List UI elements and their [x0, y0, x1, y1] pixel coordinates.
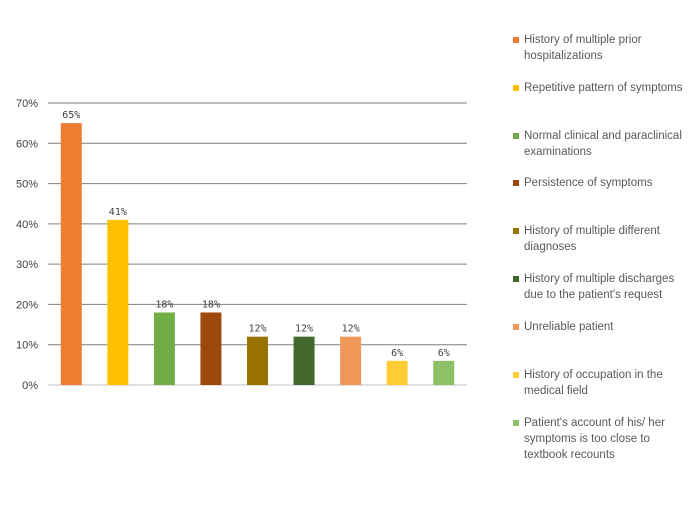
data-label: 6% — [438, 348, 450, 359]
legend-swatch — [513, 276, 519, 282]
legend-label: Normal clinical and paraclinical examina… — [524, 130, 682, 158]
data-labels: 65% 41% 18% 18% 12% 12% 12% 6% 6% — [62, 110, 449, 359]
y-tick-label: 20% — [16, 299, 38, 311]
bar-chart: 0% 10% 20% 30% 40% 50% 60% 70% 65% 41% 18% 18% 12% 1… — [16, 98, 467, 392]
bar — [293, 336, 315, 385]
data-label: 12% — [342, 324, 360, 335]
y-tick-label: 50% — [16, 179, 38, 191]
legend-label: History of occupation in the medical fie… — [524, 369, 663, 397]
y-tick-label: 0% — [22, 380, 38, 392]
data-label: 6% — [391, 348, 403, 359]
data-label: 18% — [202, 299, 220, 310]
data-label: 12% — [295, 324, 313, 335]
bar — [60, 123, 82, 386]
legend-label: Unreliable patient — [524, 321, 614, 333]
legend-label: History of multiple discharges due to th… — [524, 273, 675, 301]
legend-swatch — [513, 85, 519, 91]
bar — [153, 312, 175, 385]
bar — [433, 360, 455, 385]
data-label: 41% — [109, 207, 127, 218]
legend-swatch — [513, 133, 519, 139]
y-tick-label: 40% — [16, 219, 38, 231]
legend-swatch — [513, 228, 519, 234]
y-tick-label: 30% — [16, 259, 38, 271]
legend-label: Persistence of symptoms — [524, 177, 653, 189]
data-label: 65% — [62, 110, 80, 121]
bar — [107, 219, 129, 385]
bar — [340, 336, 362, 385]
y-tick-label: 10% — [16, 340, 38, 352]
y-tick-label: 60% — [16, 138, 38, 150]
data-label: 18% — [155, 299, 173, 310]
legend-label: Patient's account of his/ her symptoms i… — [524, 417, 665, 461]
legend-swatch — [513, 420, 519, 426]
legend-swatch — [513, 324, 519, 330]
bar — [247, 336, 268, 385]
legend-label: History of multiple prior hospitalizatio… — [524, 34, 642, 62]
legend-swatch — [513, 37, 519, 43]
y-tick-label: 70% — [16, 98, 38, 110]
bar — [386, 360, 408, 385]
legend-swatch — [513, 180, 519, 186]
bars — [60, 123, 455, 386]
legend-label: Repetitive pattern of symptoms — [524, 82, 683, 94]
y-axis-ticks: 0% 10% 20% 30% 40% 50% 60% 70% — [16, 98, 38, 392]
bar — [200, 312, 222, 385]
data-label: 12% — [248, 324, 266, 335]
legend-swatch — [513, 372, 519, 378]
legend-label: History of multiple different diagnoses — [524, 225, 660, 253]
